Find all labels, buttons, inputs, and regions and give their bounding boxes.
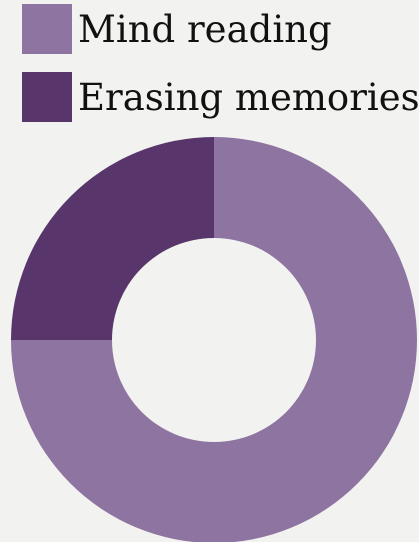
slice-erasing-memories bbox=[11, 137, 214, 340]
